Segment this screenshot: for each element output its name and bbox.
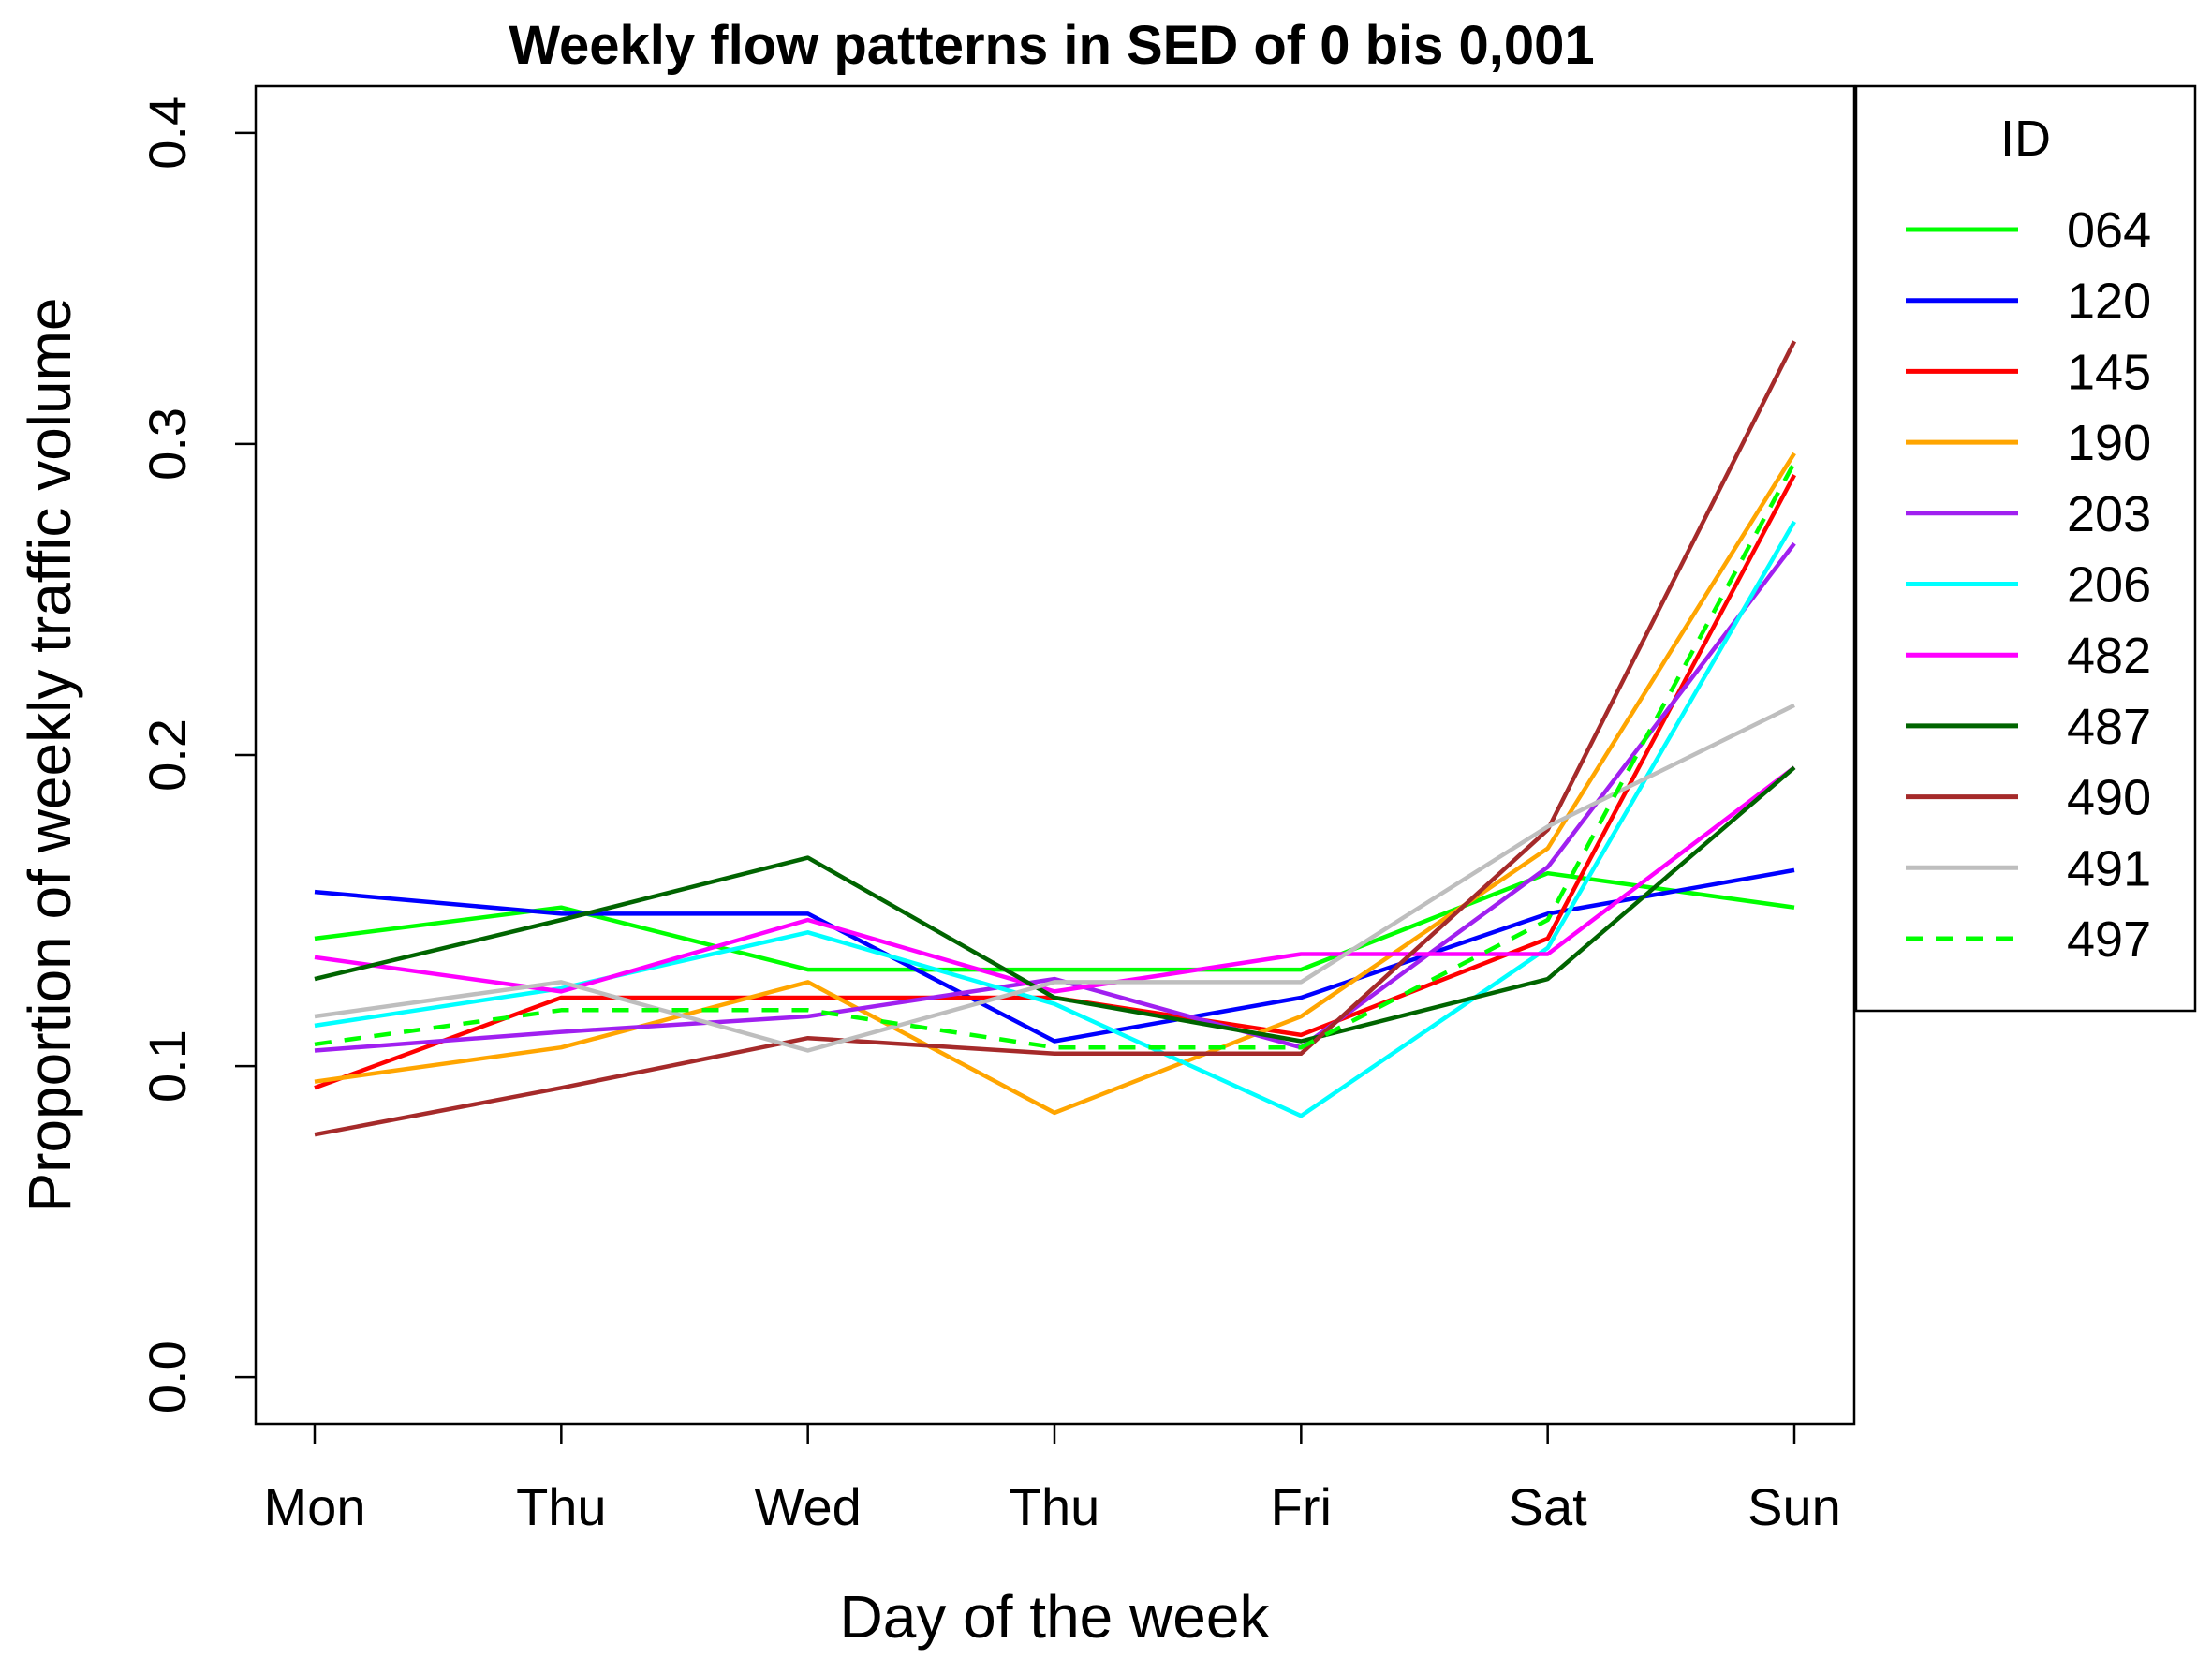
series-line-190 xyxy=(314,452,1796,1116)
y-tick-label: 0.4 xyxy=(138,96,197,170)
legend-title: ID xyxy=(2000,111,2051,167)
x-axis: Mon Thu Wed Thu Fri Sat Sun xyxy=(264,1424,1841,1536)
series-line-482 xyxy=(314,765,1796,994)
y-tick-label: 0.1 xyxy=(138,1029,197,1103)
legend-label-491: 491 xyxy=(2067,840,2151,896)
series-line-490 xyxy=(314,340,1797,1137)
legend-label-487: 487 xyxy=(2067,699,2151,755)
x-tick-label: Wed xyxy=(755,1477,862,1536)
plot-frame xyxy=(254,84,1856,1426)
legend-label-203: 203 xyxy=(2067,486,2151,542)
legend-label-145: 145 xyxy=(2067,344,2151,400)
series-line-497 xyxy=(314,461,1796,1050)
chart-title: Weekly flow patterns in SED of 0 bis 0,0… xyxy=(509,15,1594,76)
x-axis-label: Day of the week xyxy=(840,1583,1271,1651)
legend-label-190: 190 xyxy=(2067,415,2151,471)
y-axis: 0.0 0.1 0.2 0.3 0.4 xyxy=(138,96,256,1414)
x-tick-label: Sun xyxy=(1747,1477,1841,1536)
legend-label-497: 497 xyxy=(2067,911,2151,968)
series-line-206 xyxy=(314,520,1796,1118)
legend-box xyxy=(1854,84,2197,1013)
y-tick-label: 0.3 xyxy=(138,407,197,481)
y-tick-label: 0.0 xyxy=(138,1341,197,1414)
series-line-203 xyxy=(314,541,1796,1053)
x-tick-label: Mon xyxy=(264,1477,366,1536)
x-tick-label: Thu xyxy=(516,1477,607,1536)
series-line-491 xyxy=(314,703,1795,1053)
series-lines xyxy=(314,340,1797,1137)
x-tick-label: Thu xyxy=(1010,1477,1100,1536)
x-tick-label: Sat xyxy=(1509,1477,1587,1536)
y-tick-label: 0.2 xyxy=(138,718,197,792)
series-line-120 xyxy=(314,867,1795,1044)
y-axis-label: Proportion of weekly traffic volume xyxy=(16,297,83,1212)
legend: ID 064 120 145 190 203 206 482 487 490 491 497 xyxy=(1854,84,2197,1013)
legend-label-064: 064 xyxy=(2067,202,2151,259)
series-line-064 xyxy=(314,870,1795,972)
x-tick-label: Fri xyxy=(1271,1477,1332,1536)
legend-label-206: 206 xyxy=(2067,557,2151,614)
legend-label-490: 490 xyxy=(2067,770,2151,826)
series-line-487 xyxy=(314,765,1796,1044)
legend-label-482: 482 xyxy=(2067,628,2151,684)
legend-label-120: 120 xyxy=(2067,274,2151,330)
